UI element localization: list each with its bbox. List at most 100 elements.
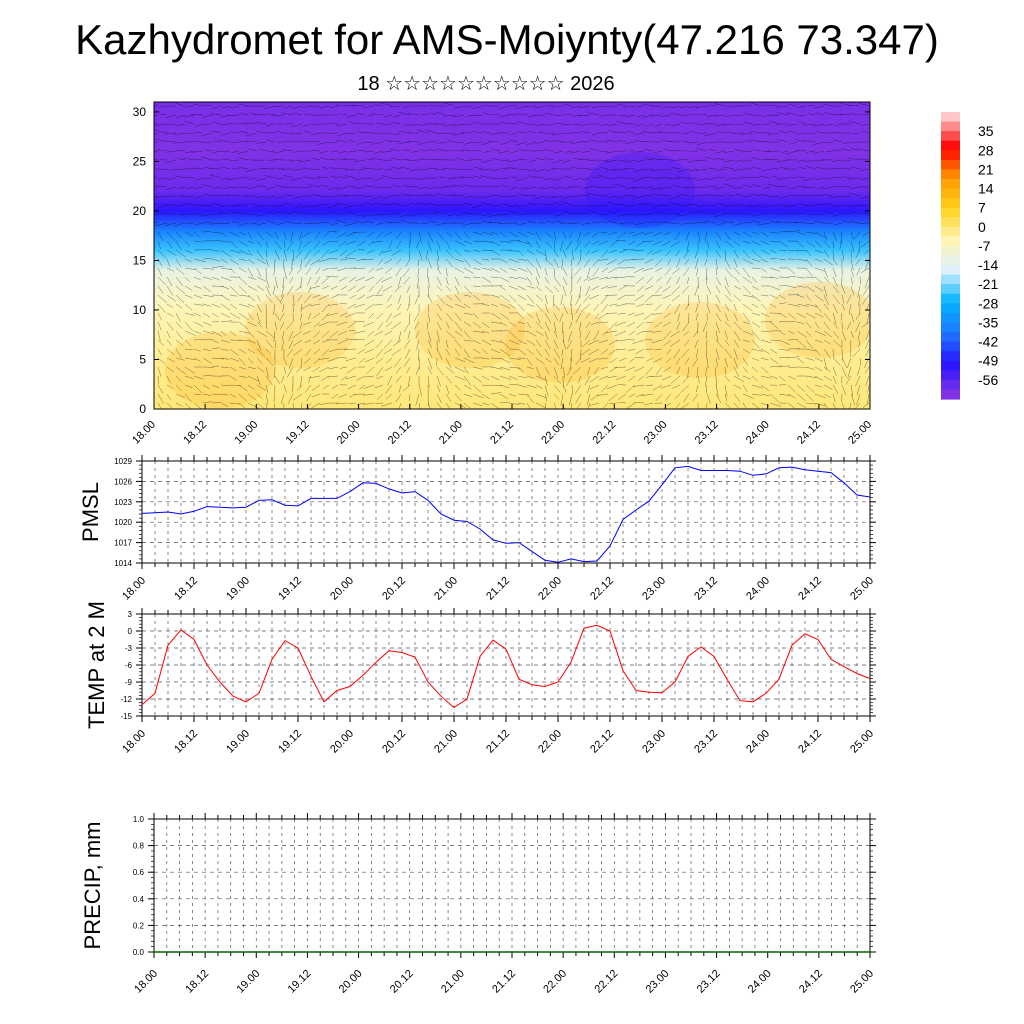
ytick-label: 1014 <box>114 559 132 568</box>
xtick-label: 19.00 <box>234 968 262 996</box>
xtick-label: 22.12 <box>588 728 616 756</box>
colorbar-label: 35 <box>978 123 994 139</box>
wind-vectors <box>154 102 870 409</box>
colorbar-label: 7 <box>978 200 986 216</box>
colorbar-label: -56 <box>978 372 998 388</box>
profile-xtick-label: 18.00 <box>130 419 158 447</box>
colorbar-box <box>941 150 960 161</box>
ytick-label: 0.0 <box>133 948 145 957</box>
xtick-label: 19.00 <box>224 575 252 603</box>
pmsl-line <box>141 465 871 563</box>
xtick-label: 18.12 <box>172 728 200 756</box>
colorbar-label: -49 <box>978 353 998 369</box>
colorbar-box <box>941 226 960 237</box>
plot-frame <box>141 460 871 564</box>
xtick-label: 23.12 <box>695 968 723 996</box>
profile-ytick-label: 10 <box>133 303 147 317</box>
ytick-label: 0.8 <box>133 842 145 851</box>
xtick-label: 24.12 <box>796 575 824 603</box>
page-subtitle: 18 ☆☆☆☆☆☆☆☆☆☆ 2026 <box>357 73 615 95</box>
ytick-label: 3 <box>128 610 133 619</box>
temp-line <box>141 624 871 709</box>
colorbar-box <box>941 121 960 132</box>
ytick-label: 1026 <box>114 477 132 486</box>
xtick-label: 25.00 <box>848 968 876 996</box>
ytick-label: 0.6 <box>133 868 145 877</box>
colorbar-label: -21 <box>978 276 998 292</box>
profile-xtick-label: 24.12 <box>795 419 823 447</box>
ytick-label: 1020 <box>114 518 132 527</box>
colorbar-box <box>941 236 960 247</box>
colorbar-box <box>941 140 960 151</box>
colorbar-box <box>941 389 960 400</box>
xtick-label: 24.00 <box>744 575 772 603</box>
xtick-label: 22.00 <box>536 728 564 756</box>
xtick-label: 21.00 <box>439 968 467 996</box>
profile-ytick-label: 0 <box>139 402 146 416</box>
xtick-label: 24.00 <box>746 968 774 996</box>
profile-field-blob <box>415 292 525 368</box>
xtick-label: 21.00 <box>432 728 460 756</box>
ytick-label: -3 <box>125 644 133 653</box>
xtick-label: 18.00 <box>120 728 148 756</box>
colorbar-box <box>941 341 960 352</box>
xtick-label: 20.00 <box>337 968 365 996</box>
colorbar-box <box>941 351 960 362</box>
plot-frame <box>141 613 871 717</box>
colorbar-box <box>941 159 960 170</box>
xtick-label: 23.00 <box>640 728 668 756</box>
xtick-label: 18.00 <box>132 968 160 996</box>
xtick-label: 21.12 <box>484 728 512 756</box>
colorbar-label: -14 <box>978 257 998 273</box>
y-axis-label: PMSL <box>78 482 103 542</box>
xtick-label: 21.12 <box>490 968 518 996</box>
xtick-label: 20.12 <box>380 575 408 603</box>
xtick-label: 20.12 <box>388 968 416 996</box>
profile-xtick-label: 19.00 <box>232 419 260 447</box>
profile-field-blob <box>765 282 870 358</box>
profile-field-blob <box>585 152 695 228</box>
ytick-label: 0.4 <box>133 895 145 904</box>
profile-field-blob <box>165 332 275 408</box>
profile-field-blob <box>645 302 755 378</box>
colorbar-box <box>941 293 960 304</box>
xtick-label: 21.12 <box>484 575 512 603</box>
profile-xtick-label: 22.00 <box>539 419 567 447</box>
colorbar-box <box>941 322 960 333</box>
y-axis-label: PRECIP, mm <box>80 822 105 950</box>
colorbar-box <box>941 245 960 257</box>
profile-ytick-label: 20 <box>133 204 147 218</box>
xtick-label: 24.12 <box>796 728 824 756</box>
profile-xtick-label: 25.00 <box>846 419 874 447</box>
profile-ytick-label: 30 <box>133 105 147 119</box>
profile-xtick-label: 19.12 <box>284 419 312 447</box>
ytick-label: -15 <box>120 712 132 721</box>
xtick-label: 23.12 <box>692 728 720 756</box>
xtick-label: 24.00 <box>744 728 772 756</box>
precip-chart: 0.0 0.2 0.4 0.6 0.8 1.0 18.00 18.12 19.00 19.12 20… <box>80 813 876 996</box>
xtick-label: 22.00 <box>536 575 564 603</box>
colorbar-box <box>941 303 960 314</box>
profile-xtick-label: 18.12 <box>181 419 209 447</box>
xtick-label: 18.12 <box>172 575 200 603</box>
colorbar-box <box>941 370 960 381</box>
profile-ytick-label: 25 <box>133 154 147 168</box>
xtick-label: 19.00 <box>224 728 252 756</box>
xtick-label: 21.00 <box>432 575 460 603</box>
colorbar-label: 14 <box>978 181 994 197</box>
colorbar-box <box>941 274 960 285</box>
colorbar-label: 28 <box>978 142 994 158</box>
colorbar-box <box>941 217 960 228</box>
xtick-label: 23.12 <box>692 575 720 603</box>
xtick-label: 23.00 <box>644 968 672 996</box>
colorbar-box <box>941 188 960 199</box>
y-axis-label: TEMP at 2 M <box>84 601 109 729</box>
colorbar-box <box>941 169 960 180</box>
colorbar-box <box>941 265 960 276</box>
colorbar-label: -28 <box>978 295 998 311</box>
xtick-label: 23.00 <box>640 575 668 603</box>
temp-chart: -15 -12 -9 -6 -3 0 3 18.00 18.12 19.00 19.12 20.00 2… <box>84 601 876 756</box>
profile-xtick-label: 20.00 <box>335 419 363 447</box>
xtick-label: 18.00 <box>120 575 148 603</box>
profile-xtick-label: 23.12 <box>693 419 721 447</box>
